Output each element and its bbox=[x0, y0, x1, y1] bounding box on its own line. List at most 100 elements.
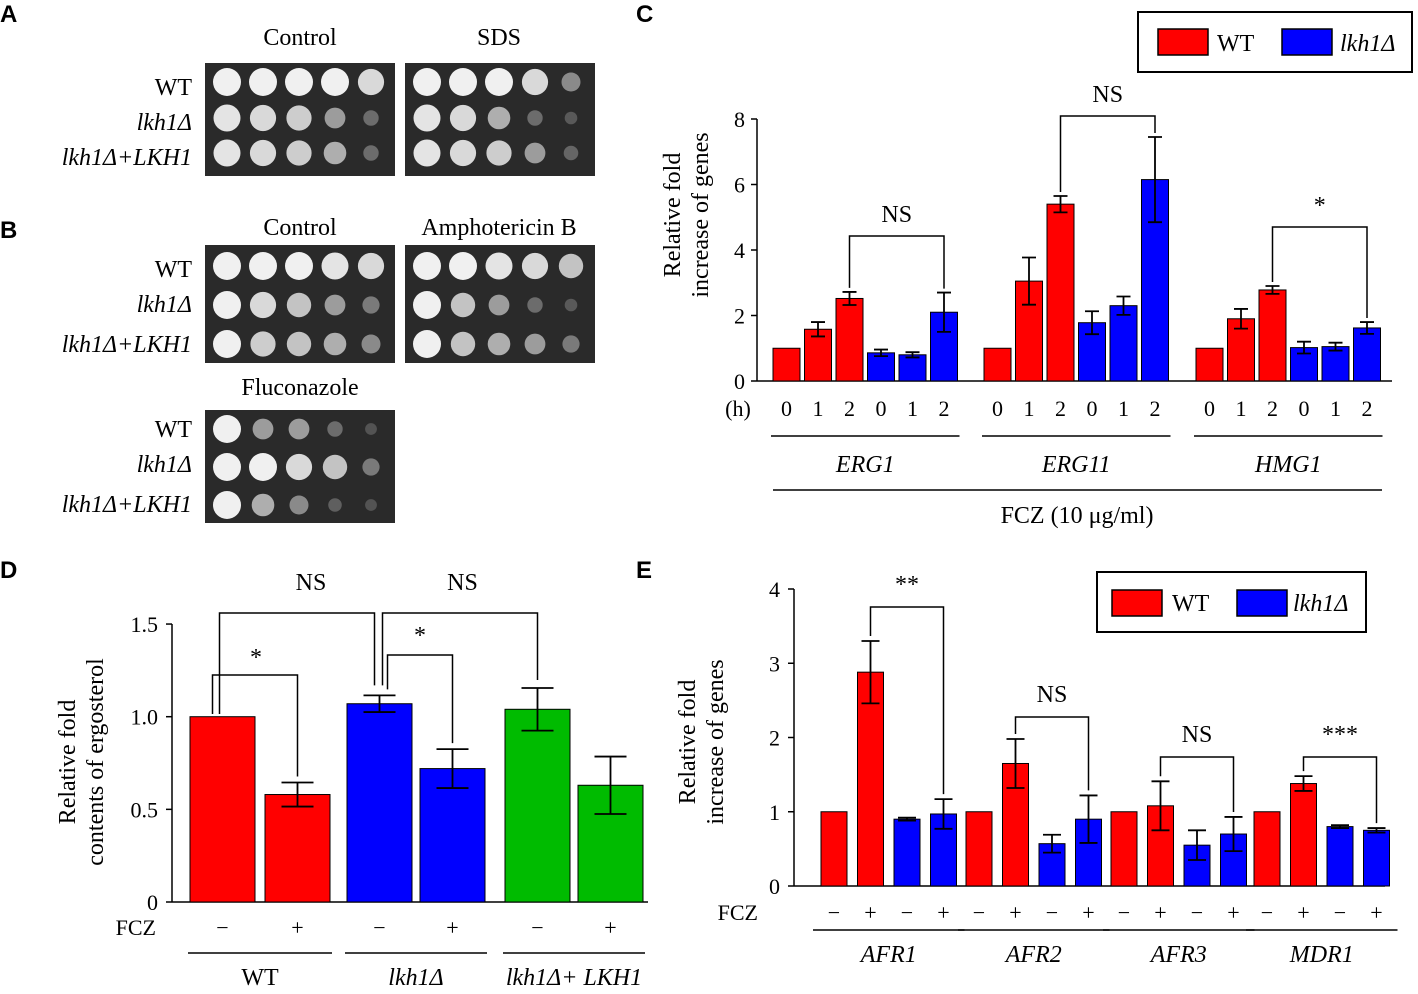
d-group-label-1: lkh1Δ bbox=[388, 965, 443, 991]
c-time-tick-HMG1-1: 1 bbox=[1236, 396, 1247, 421]
plate-title-fluconazole: Fluconazole bbox=[241, 375, 358, 401]
colony-fluconazole-r0-c1 bbox=[252, 418, 274, 440]
d-bar-3 bbox=[419, 768, 486, 903]
colony-fluconazole-r1-c0 bbox=[213, 453, 241, 481]
colony-spots bbox=[213, 68, 584, 519]
colony-a-sds-r0-c2 bbox=[485, 68, 513, 96]
c-time-tick-ERG1-2: 2 bbox=[844, 396, 855, 421]
colony-a-control-r1-c4 bbox=[363, 110, 379, 126]
e-fcz-tick-AFR2-0: − bbox=[973, 900, 985, 925]
e-fcz-tick-AFR1-3: + bbox=[937, 900, 949, 925]
d-y-tick-label: 1.5 bbox=[131, 612, 159, 637]
colony-a-sds-r0-c1 bbox=[449, 68, 477, 96]
colony-b-ampho-r0-c1 bbox=[449, 252, 477, 280]
c-time-tick-ERG11-3: 0 bbox=[1087, 396, 1098, 421]
colony-b-control-r1-c4 bbox=[362, 296, 380, 314]
c-ylabel-line1: Relative fold bbox=[660, 153, 686, 278]
d-group-label-2: lkh1Δ+ LKH1 bbox=[506, 965, 642, 991]
c-y-tick-label: 6 bbox=[734, 173, 745, 198]
c-legend-swatch-wt bbox=[1157, 28, 1209, 56]
colony-a-control-r2-c3 bbox=[323, 141, 347, 165]
colony-b-control-r1-c0 bbox=[213, 291, 241, 319]
e-fcz-tick-MDR1-1: + bbox=[1297, 900, 1309, 925]
e-bar-AFR1-0 bbox=[820, 811, 848, 887]
strain-label-b-comp: lkh1Δ+LKH1 bbox=[62, 332, 192, 358]
e-errbar-AFR3-1 bbox=[1151, 780, 1170, 832]
e-fcz-tick-AFR3-0: − bbox=[1118, 900, 1130, 925]
c-errbar-ERG1-5 bbox=[937, 291, 951, 333]
c-bar-ERG1-2 bbox=[835, 297, 864, 382]
e-fcz-tick-AFR3-3: + bbox=[1227, 900, 1239, 925]
e-bracket-1 bbox=[1014, 716, 1090, 791]
c-errbar-ERG11-3 bbox=[1085, 310, 1099, 336]
colony-a-control-r1-c0 bbox=[213, 104, 241, 132]
colony-a-sds-r0-c3 bbox=[521, 68, 549, 96]
colony-a-sds-r0-c0 bbox=[413, 68, 441, 96]
e-errbar-AFR1-1 bbox=[861, 640, 880, 705]
colony-b-ampho-r0-c4 bbox=[558, 253, 584, 279]
c-gene-label-ERG1: ERG1 bbox=[835, 452, 895, 478]
c-time-tick-HMG1-0: 0 bbox=[1204, 396, 1215, 421]
c-errbar-HMG1-1 bbox=[1234, 308, 1248, 330]
c-errbar-ERG11-1 bbox=[1022, 256, 1036, 306]
e-errbar-AFR3-3 bbox=[1224, 816, 1243, 853]
colony-a-sds-r2-c1 bbox=[449, 139, 477, 167]
c-errbar-ERG1-3 bbox=[874, 348, 888, 358]
e-ylabel-line2: increase of genes bbox=[703, 659, 729, 824]
panel-label-c: C bbox=[636, 1, 653, 28]
colony-b-control-r2-c1 bbox=[250, 331, 276, 357]
panel-label-e: E bbox=[636, 557, 652, 584]
colony-a-control-r2-c2 bbox=[286, 140, 312, 166]
colony-fluconazole-r0-c4 bbox=[365, 423, 377, 435]
e-y-tick-label: 2 bbox=[769, 726, 780, 751]
c-legend-label-mut: lkh1Δ bbox=[1340, 31, 1395, 57]
d-bar-2 bbox=[346, 703, 413, 903]
d-errbar-2 bbox=[363, 694, 396, 713]
d-errbar-1 bbox=[281, 781, 314, 808]
colony-a-control-r1-c2 bbox=[286, 105, 312, 131]
e-annotation-3: *** bbox=[1322, 722, 1358, 748]
e-errbar-MDR1-2 bbox=[1331, 824, 1349, 829]
panel-label-b: B bbox=[0, 217, 17, 244]
plate-title-b-control: Control bbox=[263, 215, 337, 241]
e-errbar-AFR2-1 bbox=[1006, 738, 1025, 789]
d-annotation-3: NS bbox=[447, 570, 478, 596]
colony-a-sds-r1-c3 bbox=[527, 110, 543, 126]
colony-b-ampho-r1-c0 bbox=[413, 291, 441, 319]
c-time-tick-ERG1-1: 1 bbox=[813, 396, 824, 421]
colony-b-ampho-r2-c0 bbox=[413, 330, 441, 358]
colony-a-sds-r0-c4 bbox=[561, 72, 581, 92]
colony-b-ampho-r1-c2 bbox=[488, 294, 510, 316]
colony-fluconazole-r1-c4 bbox=[362, 458, 380, 476]
colony-fluconazole-r2-c0 bbox=[213, 491, 241, 519]
colony-b-ampho-r1-c4 bbox=[564, 298, 578, 312]
colony-a-control-r0-c4 bbox=[357, 68, 385, 96]
e-fcz-tick-AFR3-2: − bbox=[1191, 900, 1203, 925]
d-fcz-tick-4: − bbox=[531, 915, 543, 940]
colony-fluconazole-r0-c2 bbox=[288, 418, 310, 440]
e-fcz-tick-MDR1-3: + bbox=[1370, 900, 1382, 925]
d-fcz-label: FCZ bbox=[116, 915, 156, 940]
c-bar-ERG11-3 bbox=[1078, 322, 1106, 382]
colony-b-control-r0-c1 bbox=[249, 252, 277, 280]
plate-title-a-sds: SDS bbox=[477, 25, 521, 51]
c-time-tick-ERG11-4: 1 bbox=[1118, 396, 1129, 421]
e-legend-label-mut: lkh1Δ bbox=[1293, 591, 1348, 617]
c-gene-label-ERG11: ERG11 bbox=[1041, 452, 1111, 478]
colony-b-control-r1-c2 bbox=[286, 292, 312, 318]
e-ylabel-line1: Relative fold bbox=[675, 680, 701, 805]
colony-b-control-r2-c4 bbox=[361, 334, 381, 354]
colony-fluconazole-r2-c3 bbox=[328, 498, 342, 512]
c-time-tick-ERG11-2: 2 bbox=[1055, 396, 1066, 421]
d-bracket-ns1 bbox=[218, 612, 376, 714]
c-bar-ERG11-2 bbox=[1046, 203, 1075, 382]
d-y-tick-label: 0 bbox=[147, 890, 158, 915]
e-errbar-AFR2-2 bbox=[1043, 833, 1061, 854]
colony-fluconazole-r2-c4 bbox=[365, 499, 377, 511]
colony-fluconazole-r0-c0 bbox=[213, 415, 241, 443]
d-fcz-tick-5: + bbox=[604, 915, 616, 940]
strain-label-a-mut: lkh1Δ bbox=[137, 110, 192, 136]
c-y-tick-label: 2 bbox=[734, 304, 745, 329]
c-bar-ERG1-0 bbox=[772, 347, 801, 382]
